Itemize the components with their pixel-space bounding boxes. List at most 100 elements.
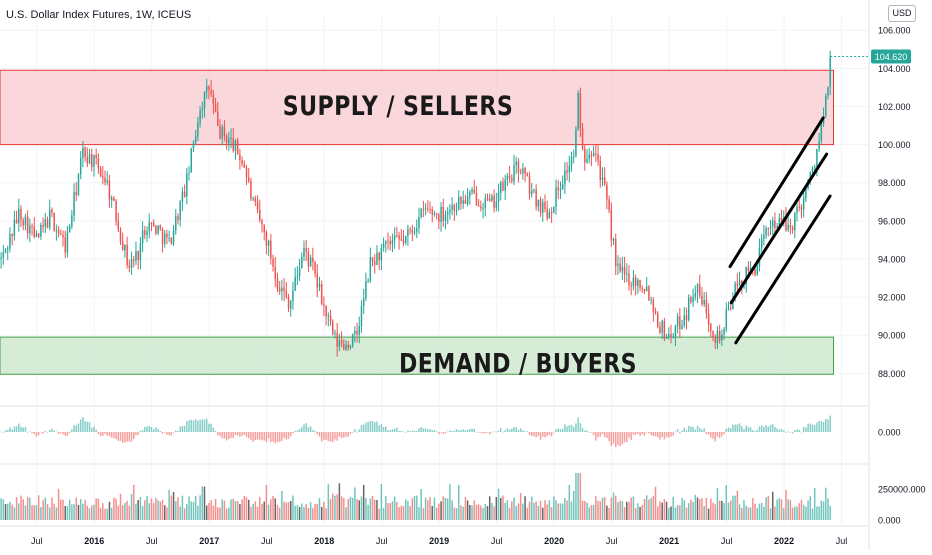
candle-body [632, 277, 635, 286]
volume-bar [223, 500, 226, 520]
volume-bar [555, 500, 557, 520]
momentum-bar [289, 432, 292, 437]
candle-body [639, 279, 641, 289]
candle-body [502, 182, 504, 191]
candle-body [409, 229, 411, 231]
candle-body [351, 333, 354, 346]
volume-bar [312, 508, 314, 520]
volume-bar [20, 495, 22, 520]
momentum-bar [665, 432, 668, 438]
volume-bar [334, 495, 336, 520]
volume-bar [780, 499, 783, 520]
candle-body [771, 220, 774, 227]
momentum-bar [197, 420, 199, 432]
volume-bar [55, 507, 58, 520]
momentum-bar [482, 432, 484, 434]
volume-bar [473, 500, 475, 520]
volume-bar [614, 495, 617, 520]
candle-body [789, 225, 792, 228]
volume-bar [93, 504, 95, 520]
candle-body [261, 220, 263, 225]
candle-body [137, 251, 139, 261]
momentum-bar [584, 430, 586, 432]
candle-body [64, 237, 66, 253]
momentum-bar [690, 426, 692, 432]
momentum-bar [427, 429, 429, 432]
volume-bar [102, 503, 104, 520]
candle-body [314, 261, 316, 274]
volume-bar [690, 499, 692, 520]
candle-body [519, 172, 522, 174]
momentum-bar [530, 432, 533, 436]
volume-bar [247, 499, 250, 520]
momentum-bar [420, 426, 422, 432]
candle-body [234, 140, 237, 151]
momentum-bar [628, 432, 630, 438]
candle-body [323, 304, 325, 306]
volume-bar [413, 495, 416, 520]
momentum-bar [714, 432, 716, 442]
volume-bar [316, 503, 319, 520]
candle-body [369, 257, 372, 282]
volume-bar [522, 503, 524, 520]
momentum-bar [769, 424, 772, 432]
momentum-bar [413, 430, 416, 432]
volume-bar [203, 486, 206, 520]
momentum-bar [301, 427, 303, 432]
candle-body [77, 174, 80, 196]
volume-bar [325, 508, 327, 520]
currency-button[interactable]: USD [888, 5, 916, 22]
momentum-bar [365, 422, 367, 432]
momentum-bar [316, 432, 319, 435]
momentum-bar [760, 425, 763, 432]
candle-body [205, 86, 208, 92]
candle-body [404, 235, 407, 243]
candle-body [172, 230, 175, 245]
momentum-bar [0, 431, 2, 433]
candle-body [121, 241, 124, 251]
momentum-bar [354, 429, 356, 432]
candle-body [327, 315, 330, 317]
candle-body [442, 206, 445, 221]
candle-body [183, 191, 186, 197]
candle-body [51, 209, 53, 213]
volume-bar [6, 503, 9, 520]
momentum-bar [51, 428, 53, 432]
volume-bar [84, 499, 86, 520]
volume-bar [778, 498, 781, 520]
volume-bar [599, 501, 602, 520]
candle-body [495, 201, 498, 208]
momentum-bar [561, 428, 564, 432]
volume-bar [745, 505, 747, 520]
x-tick-label: Jul [836, 536, 848, 546]
volume-bar [407, 500, 409, 520]
candle-body [181, 191, 184, 202]
candle-body [617, 263, 619, 266]
volume-bar [57, 488, 60, 520]
momentum-bar [656, 432, 659, 438]
volume-bar [438, 503, 440, 520]
candle-body [652, 299, 655, 312]
momentum-bar [77, 423, 80, 432]
volume-bar [422, 508, 425, 520]
momentum-bar [241, 432, 243, 436]
momentum-bar [557, 428, 560, 432]
candle-body [155, 225, 157, 234]
candle-body [163, 233, 166, 244]
momentum-bar [435, 431, 438, 432]
volume-bar [716, 487, 719, 520]
volume-bar [385, 495, 387, 520]
momentum-bar [35, 432, 38, 437]
momentum-bar [373, 422, 376, 432]
momentum-bar [64, 432, 66, 436]
candle-body [0, 257, 2, 259]
momentum-bar [148, 425, 150, 432]
volume-bar [338, 483, 341, 520]
candle-body [586, 158, 588, 163]
candle-body [581, 128, 584, 149]
momentum-bar [371, 420, 374, 432]
candle-body [95, 154, 97, 159]
candle-body [776, 226, 778, 228]
volume-bar [382, 507, 385, 520]
